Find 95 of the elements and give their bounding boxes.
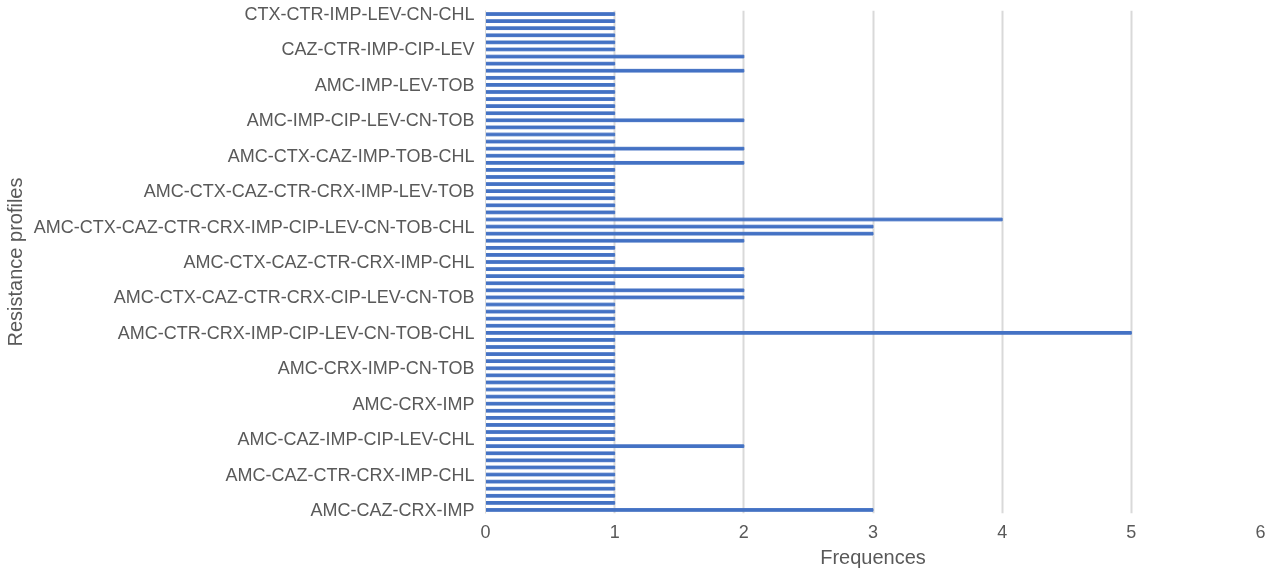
y-tick-label: AMC-CRX-IMP bbox=[352, 393, 475, 414]
bar bbox=[485, 486, 616, 491]
bar bbox=[485, 331, 1132, 335]
bar bbox=[485, 430, 616, 434]
bar bbox=[485, 12, 616, 16]
bar bbox=[485, 323, 616, 328]
bar bbox=[485, 309, 616, 314]
bar bbox=[485, 281, 616, 286]
bar bbox=[485, 224, 874, 229]
bar bbox=[485, 408, 616, 413]
bar bbox=[485, 394, 616, 399]
bar bbox=[485, 387, 616, 392]
bar bbox=[485, 40, 616, 45]
bar bbox=[485, 54, 745, 59]
y-tick-label: AMC-CTX-CAZ-CTR-CRX-IMP-LEV-TOB bbox=[143, 181, 475, 202]
y-tick-label: AMC-CRX-IMP-CN-TOB bbox=[277, 358, 475, 379]
bar bbox=[485, 479, 616, 484]
x-tick-label: 1 bbox=[609, 521, 620, 542]
x-axis-title: Frequences bbox=[820, 545, 926, 568]
bar bbox=[485, 68, 745, 73]
bar bbox=[485, 160, 745, 165]
bar bbox=[485, 118, 745, 123]
bar bbox=[485, 338, 616, 342]
bar bbox=[485, 366, 616, 371]
bar bbox=[485, 302, 616, 307]
bar bbox=[485, 203, 616, 208]
bar bbox=[485, 451, 616, 456]
y-tick-label: AMC-CTX-CAZ-CTR-CRX-IMP-CHL bbox=[183, 252, 475, 272]
bar bbox=[485, 352, 616, 356]
y-tick-label: AMC-CTX-CAZ-CTR-CRX-CIP-LEV-CN-TOB bbox=[113, 287, 475, 308]
bar bbox=[485, 267, 745, 271]
y-tick-label: AMC-CTX-CAZ-IMP-TOB-CHL bbox=[227, 145, 475, 166]
bar bbox=[485, 210, 616, 215]
bar bbox=[485, 61, 616, 66]
bar bbox=[485, 345, 616, 349]
x-tick-label: 3 bbox=[867, 521, 879, 542]
bar bbox=[485, 493, 616, 498]
y-axis-title: Resistance profiles bbox=[3, 177, 26, 347]
bar bbox=[485, 83, 616, 87]
bar bbox=[485, 175, 616, 179]
bar bbox=[485, 508, 874, 512]
x-tick-label: 6 bbox=[1255, 521, 1266, 542]
bar bbox=[485, 189, 616, 193]
bar bbox=[485, 501, 616, 505]
bar bbox=[485, 437, 616, 441]
bar bbox=[485, 111, 616, 116]
bar bbox=[485, 288, 745, 293]
bar bbox=[485, 182, 616, 186]
bar bbox=[485, 260, 616, 264]
bar bbox=[485, 465, 616, 470]
bar bbox=[485, 139, 616, 144]
y-tick-label: AMC-IMP-LEV-TOB bbox=[314, 74, 475, 95]
x-tick-label: 0 bbox=[480, 521, 491, 542]
bar bbox=[485, 168, 616, 172]
bar bbox=[485, 196, 616, 201]
y-tick-label: CAZ-CTR-IMP-CIP-LEV bbox=[281, 39, 475, 60]
bar bbox=[485, 401, 616, 406]
x-tick-label: 2 bbox=[738, 521, 749, 542]
y-tick-label: AMC-CAZ-IMP-CIP-LEV-CHL bbox=[237, 429, 475, 450]
bar bbox=[485, 274, 745, 279]
bar bbox=[485, 125, 616, 130]
bar bbox=[485, 90, 616, 94]
bar bbox=[485, 47, 616, 52]
y-tick-label: AMC-CTR-CRX-IMP-CIP-LEV-CN-TOB-CHL bbox=[117, 322, 475, 343]
bar bbox=[485, 444, 745, 449]
bar bbox=[485, 104, 616, 108]
bar bbox=[485, 380, 616, 385]
bar bbox=[485, 97, 616, 101]
bar bbox=[485, 295, 745, 300]
bar bbox=[485, 146, 745, 151]
y-tick-label: AMC-CAZ-CTR-CRX-IMP-CHL bbox=[225, 464, 475, 485]
bar bbox=[485, 217, 1003, 222]
bar bbox=[485, 153, 616, 158]
bar bbox=[485, 26, 616, 31]
y-tick-label: AMC-CAZ-CRX-IMP bbox=[310, 499, 475, 520]
bar bbox=[485, 238, 745, 243]
y-tick-label: AMC-IMP-CIP-LEV-CN-TOB bbox=[246, 110, 475, 131]
bar bbox=[485, 19, 616, 23]
bar bbox=[485, 245, 616, 250]
bar bbox=[485, 472, 616, 477]
bar bbox=[485, 132, 616, 137]
bar bbox=[485, 33, 616, 38]
bar bbox=[485, 416, 616, 420]
y-tick-label: AMC-CTX-CAZ-CTR-CRX-IMP-CIP-LEV-CN-TOB-CHL bbox=[33, 216, 475, 237]
bar bbox=[485, 423, 616, 427]
bar bbox=[485, 359, 616, 364]
x-tick-label: 4 bbox=[997, 521, 1008, 542]
bar bbox=[485, 458, 616, 463]
y-tick-label: CTX-CTR-IMP-LEV-CN-CHL bbox=[244, 4, 475, 25]
bar bbox=[485, 253, 616, 257]
bar bbox=[485, 231, 874, 236]
bar bbox=[485, 316, 616, 321]
bar bbox=[485, 373, 616, 378]
x-tick-label: 5 bbox=[1126, 521, 1137, 542]
bar bbox=[485, 75, 616, 80]
